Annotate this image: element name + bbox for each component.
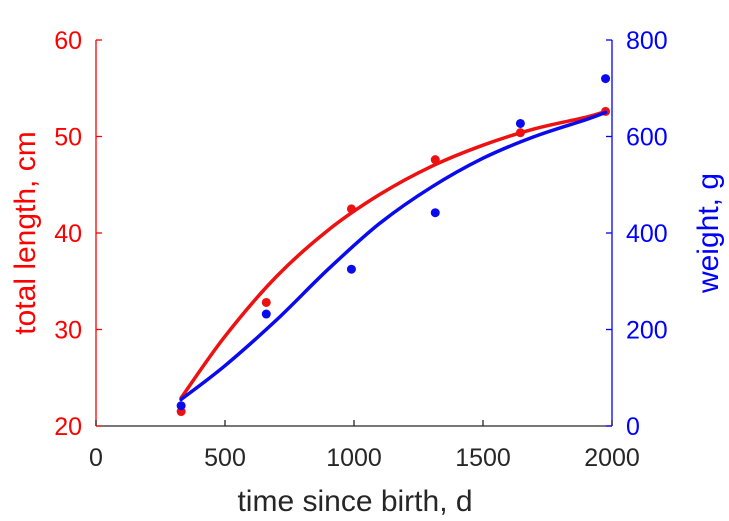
weight-fit-curve <box>179 110 608 402</box>
right-y-tick-label: 800 <box>626 27 668 55</box>
x-axis-title: time since birth, d <box>237 485 472 518</box>
right-y-tick-label: 600 <box>626 124 668 152</box>
weight-data-point <box>430 208 440 218</box>
right-y-tick-label: 400 <box>626 220 668 248</box>
x-tick-label: 1000 <box>326 444 382 472</box>
weight-data-point <box>346 264 356 274</box>
left-y-axis-title: total length, cm <box>9 131 42 334</box>
x-tick-label: 1500 <box>455 444 511 472</box>
length-data-point <box>515 128 525 138</box>
left-y-tick-label: 30 <box>54 317 82 345</box>
x-tick-label: 2000 <box>584 444 640 472</box>
weight-data-point <box>601 74 611 84</box>
series-layer <box>176 74 611 417</box>
x-tick-label: 500 <box>204 444 246 472</box>
weight-data-point <box>261 309 271 319</box>
left-y-tick-label: 50 <box>54 124 82 152</box>
length-data-point <box>430 155 440 165</box>
left-y-tick-label: 40 <box>54 220 82 248</box>
left-y-tick-label: 20 <box>54 413 82 441</box>
right-y-tick-label: 0 <box>626 413 640 441</box>
weight-data-point <box>515 118 525 128</box>
right-y-axis-title: weight, g <box>692 173 725 294</box>
weight-data-point <box>176 401 186 411</box>
length-fit-curve <box>179 109 608 400</box>
length-data-point <box>261 297 271 307</box>
right-y-tick-label: 200 <box>626 317 668 345</box>
length-data-point <box>346 204 356 214</box>
x-tick-label: 0 <box>89 444 103 472</box>
left-y-tick-label: 60 <box>54 27 82 55</box>
